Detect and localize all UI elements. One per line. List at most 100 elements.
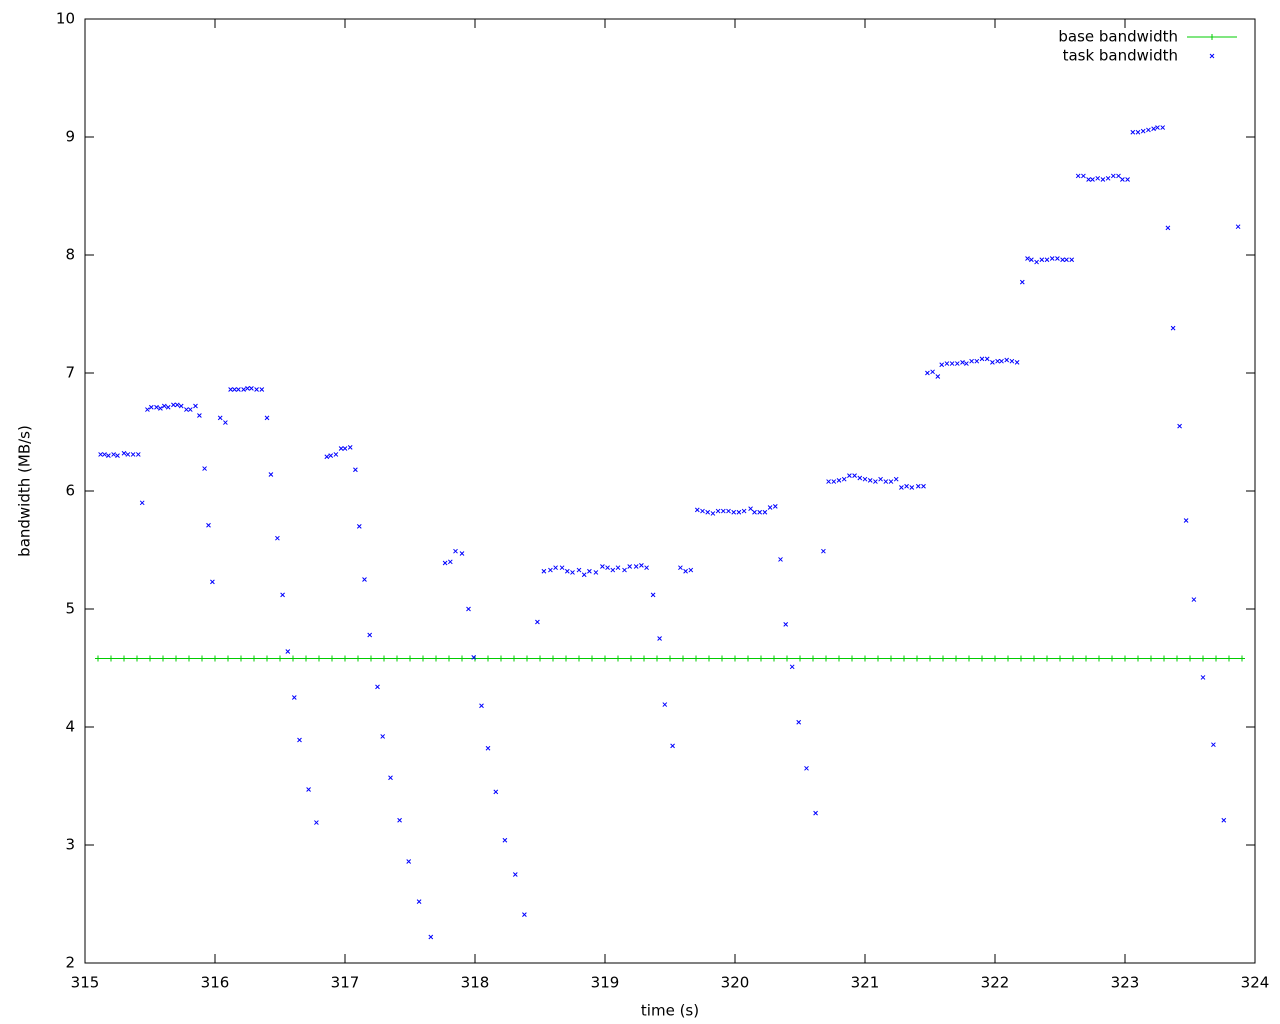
point <box>111 452 116 457</box>
point <box>752 509 757 515</box>
point <box>186 655 192 662</box>
point <box>662 702 668 707</box>
point <box>1160 125 1166 130</box>
point <box>397 817 402 823</box>
point <box>447 559 453 565</box>
point <box>160 655 166 662</box>
point <box>939 362 945 368</box>
point <box>433 655 439 662</box>
point <box>587 568 592 574</box>
point <box>1039 257 1045 263</box>
point <box>615 565 621 571</box>
point <box>139 500 145 506</box>
point <box>355 655 361 662</box>
y-tick-label: 5 <box>65 600 75 618</box>
point <box>1170 325 1176 331</box>
point <box>813 810 818 816</box>
point <box>921 483 926 489</box>
point <box>280 592 285 598</box>
point <box>223 420 228 425</box>
point <box>878 476 883 482</box>
point <box>949 361 955 366</box>
point <box>600 564 605 569</box>
y-tick-label: 8 <box>65 246 75 264</box>
point <box>1034 259 1039 265</box>
point <box>134 655 140 662</box>
point <box>901 655 907 662</box>
point <box>511 655 517 662</box>
point <box>984 356 990 362</box>
point <box>1235 224 1241 230</box>
point <box>650 592 656 598</box>
point <box>944 361 950 366</box>
point <box>228 387 233 392</box>
y-tick-label: 3 <box>65 836 75 854</box>
point <box>683 568 688 574</box>
point <box>633 564 639 569</box>
point <box>1095 175 1101 181</box>
point <box>1165 225 1171 231</box>
point <box>428 934 434 940</box>
point <box>581 572 587 578</box>
point <box>95 655 101 662</box>
point <box>1004 357 1010 363</box>
point <box>849 655 855 662</box>
point <box>537 655 543 662</box>
point <box>953 655 959 662</box>
point <box>1083 655 1089 662</box>
point <box>406 859 412 864</box>
point <box>992 655 998 662</box>
point <box>353 467 358 473</box>
point <box>1191 597 1197 602</box>
point <box>974 358 980 364</box>
point <box>1018 655 1024 662</box>
point <box>225 655 231 662</box>
point <box>720 508 726 514</box>
y-tick-label: 9 <box>65 128 75 146</box>
point <box>388 775 393 781</box>
point <box>1044 257 1050 263</box>
point <box>784 655 790 662</box>
point <box>1055 256 1060 261</box>
legend-marker <box>1209 53 1215 59</box>
point <box>1025 256 1030 261</box>
point <box>314 820 319 825</box>
point <box>135 452 141 457</box>
point <box>875 655 881 662</box>
x-tick-label: 324 <box>1241 974 1270 992</box>
point <box>688 567 694 573</box>
point <box>969 358 974 364</box>
point <box>453 548 458 554</box>
point <box>930 369 935 375</box>
point <box>576 655 582 662</box>
point <box>108 655 114 662</box>
point <box>852 473 857 479</box>
point <box>748 506 753 512</box>
point <box>954 361 960 366</box>
point <box>1135 655 1141 662</box>
point <box>485 745 491 751</box>
point <box>564 568 570 574</box>
point <box>705 509 711 515</box>
y-tick-label: 10 <box>56 10 75 28</box>
point <box>966 655 972 662</box>
point <box>197 413 202 418</box>
point <box>297 737 302 743</box>
point <box>694 507 700 513</box>
point <box>466 606 471 612</box>
point <box>550 655 556 662</box>
point <box>1130 129 1136 135</box>
point <box>715 508 721 514</box>
point <box>380 734 386 739</box>
point <box>147 655 153 662</box>
point <box>193 403 198 409</box>
point <box>102 452 107 457</box>
point <box>232 387 237 392</box>
point <box>1174 655 1180 662</box>
point <box>940 655 946 662</box>
x-tick-label: 321 <box>851 974 880 992</box>
point <box>576 567 582 573</box>
point <box>678 565 683 571</box>
point <box>1070 655 1076 662</box>
